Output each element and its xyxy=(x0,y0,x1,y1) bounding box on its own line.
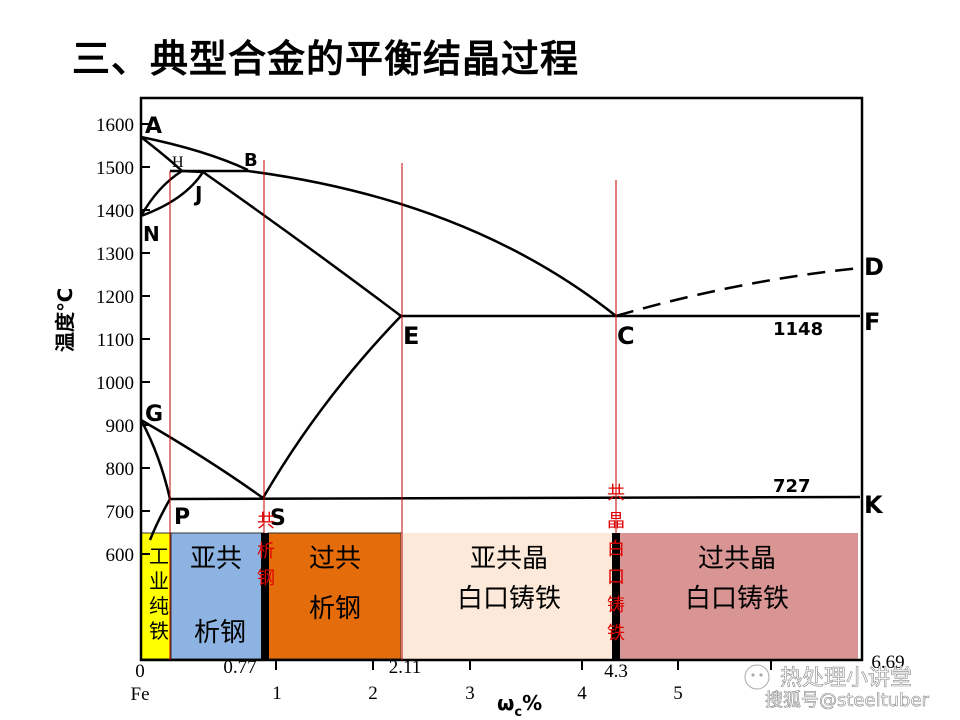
svg-text:钢: 钢 xyxy=(257,568,275,589)
x-tick-label: 5 xyxy=(673,683,683,704)
point-P: P xyxy=(174,505,190,530)
line-PSK xyxy=(169,495,861,501)
point-J: J xyxy=(193,182,202,206)
line-NJ xyxy=(140,171,205,218)
y-tick-label: 1000 xyxy=(96,373,134,394)
svg-text:白: 白 xyxy=(607,539,625,560)
label-hyper-iron-bottom: 白口铸铁 xyxy=(685,584,789,614)
y-tick-label: 900 xyxy=(106,416,135,437)
point-H: H xyxy=(172,154,184,171)
svg-text:共: 共 xyxy=(607,483,625,504)
label-pure-iron: 工 业 纯 铁 xyxy=(149,544,169,643)
y-tick-label: 1200 xyxy=(96,287,134,308)
line-HJ-peak xyxy=(181,169,204,174)
composition-dividers xyxy=(169,160,617,660)
x-special-end: 6.69 xyxy=(871,652,904,673)
line-CD xyxy=(615,266,861,318)
region-hypo-steel-fill xyxy=(170,532,264,660)
eutectic-bar xyxy=(612,533,620,659)
line-BC xyxy=(247,169,617,317)
y-tick-label: 1300 xyxy=(96,244,134,265)
y-tick-label: 1100 xyxy=(97,330,134,351)
x-tick-label: 4 xyxy=(577,683,587,704)
svg-text:铸: 铸 xyxy=(607,595,625,616)
line-NH xyxy=(139,169,183,217)
point-A: A xyxy=(145,114,162,139)
svg-text:搜狐号@steeltuber: 搜狐号@steeltuber xyxy=(765,690,930,711)
svg-text:工: 工 xyxy=(149,544,169,568)
label-eutectoid-steel: 共 析 钢 xyxy=(257,511,275,589)
eutectoid-bar xyxy=(261,533,269,659)
point-G: G xyxy=(145,402,163,427)
label-hypo-steel-bottom: 析钢 xyxy=(194,618,246,648)
line-JE xyxy=(202,170,402,317)
x-tick-label: 1 xyxy=(272,683,282,704)
y-tick-label: 1600 xyxy=(96,115,134,136)
svg-text:热处理小讲堂: 热处理小讲堂 xyxy=(780,666,912,691)
region-hyper-steel-fill xyxy=(267,532,402,660)
isotherm-1148: 1148 xyxy=(773,319,823,340)
svg-text:口: 口 xyxy=(607,567,625,588)
svg-text:析: 析 xyxy=(257,541,275,562)
svg-text:业: 业 xyxy=(149,569,169,593)
label-hyper-steel-bottom: 析钢 xyxy=(309,594,361,624)
svg-text:共: 共 xyxy=(257,511,275,532)
line-GP xyxy=(139,419,172,500)
label-hypo-iron-top: 亚共晶 xyxy=(470,544,548,574)
svg-text:晶: 晶 xyxy=(607,511,625,532)
x-fe-label: Fe xyxy=(131,684,150,705)
x-special-s: 0.77 xyxy=(223,657,256,678)
line-GS xyxy=(140,418,264,500)
label-hypo-steel-top: 亚共 xyxy=(190,544,242,574)
y-axis-label: 温度℃ xyxy=(53,288,77,352)
y-tick-label: 1400 xyxy=(96,201,134,222)
point-E: E xyxy=(403,322,419,350)
line-PQ xyxy=(148,498,172,541)
x-special-e: 2.11 xyxy=(389,657,422,678)
point-C: C xyxy=(617,322,635,350)
region-hyper-iron-fill xyxy=(620,533,858,659)
slide-title: 三、典型合金的平衡结晶过程 xyxy=(72,37,580,81)
y-tick-label: 1500 xyxy=(96,158,134,179)
diagram-frame xyxy=(139,96,864,662)
phase-lines xyxy=(139,135,861,541)
x-tick-marks xyxy=(275,660,772,670)
point-S: S xyxy=(270,506,286,531)
svg-text:铁: 铁 xyxy=(149,619,169,643)
wechat-icon xyxy=(744,664,770,690)
svg-text:铁: 铁 xyxy=(607,623,625,644)
watermark: 热处理小讲堂 搜狐号@steeltuber xyxy=(744,664,930,711)
label-hyper-steel-top: 过共 xyxy=(309,544,361,574)
line-AH xyxy=(140,136,183,172)
point-K: K xyxy=(864,491,884,519)
point-F: F xyxy=(864,308,880,336)
line-ES xyxy=(261,315,402,499)
y-tick-label: 800 xyxy=(106,459,135,480)
y-tick-label: 600 xyxy=(106,545,135,566)
point-B: B xyxy=(244,150,258,171)
line-AB xyxy=(140,135,249,172)
x-tick-label: 2 xyxy=(368,683,378,704)
y-tick-label: 700 xyxy=(106,502,135,523)
x-tick-label: 3 xyxy=(465,683,475,704)
y-tick-marks xyxy=(141,123,150,555)
point-N: N xyxy=(143,222,160,246)
label-hypo-iron-bottom: 白口铸铁 xyxy=(457,584,561,614)
label-hyper-iron-top: 过共晶 xyxy=(698,544,776,574)
svg-text:纯: 纯 xyxy=(149,594,169,618)
region-hypo-iron-fill xyxy=(401,533,612,659)
point-D: D xyxy=(864,253,884,281)
x-special-c: 4.3 xyxy=(604,661,628,682)
label-eutectic-iron: 共 晶 白 口 铸 铁 xyxy=(607,483,625,644)
x-origin-label: 0 xyxy=(135,661,145,682)
x-axis-label: ωc% xyxy=(497,691,542,720)
isotherm-727: 727 xyxy=(773,476,811,497)
